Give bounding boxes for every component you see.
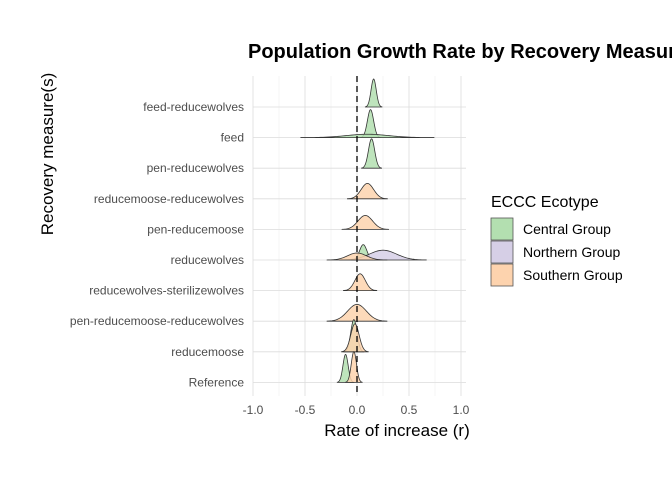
x-axis-title: Rate of increase (r) <box>324 421 470 440</box>
legend-label: Northern Group <box>523 244 620 260</box>
ridge-central-group-feed-reducewolves <box>364 78 383 108</box>
y-tick-labels: Reference reducemoose pen-reducemoose-redu… <box>70 100 244 389</box>
legend-swatch <box>490 240 514 264</box>
y-tick-label: reducewolves <box>171 253 244 267</box>
y-tick-label: reducemoose <box>171 345 244 359</box>
legend-title: ECCC Ecotype <box>491 194 599 211</box>
ridge-southern-group-pen-reducemoose <box>341 214 390 230</box>
ridge-central-group-pen-reducewolves <box>361 138 382 169</box>
ridge-central-group-feed <box>300 133 435 138</box>
legend-swatch <box>490 263 514 287</box>
y-tick-label: reducewolves-sterilizewolves <box>89 284 244 298</box>
legend-label: Central Group <box>523 221 611 237</box>
y-tick-label: pen-reducemoose-reducewolves <box>70 314 244 328</box>
x-tick-label: 1.0 <box>453 403 470 417</box>
ridge-southern-group-reducemoose-reducewolves <box>347 182 388 200</box>
ridge-southern-group-pen-reducemoose-reducewolves <box>326 303 388 322</box>
x-tick-labels: -1.0 -0.5 0.0 0.5 1.0 <box>243 403 470 417</box>
x-tick-label: -1.0 <box>243 403 264 417</box>
x-tick-label: -0.5 <box>295 403 316 417</box>
y-tick-label: pen-reducemoose <box>147 222 244 236</box>
legend: ECCC Ecotype Central Group Northern Group… <box>490 194 623 287</box>
x-tick-label: 0.5 <box>401 403 418 417</box>
ridge-central-group-feed <box>360 109 381 138</box>
y-tick-label: feed-reducewolves <box>143 100 244 114</box>
y-tick-label: reducemoose-reducewolves <box>94 192 244 206</box>
ridge-southern-group-reducewolves-sterilizewolves <box>343 273 378 291</box>
legend-label: Southern Group <box>523 267 623 283</box>
ridge-southern-group-Reference <box>345 351 363 383</box>
ridge-plots <box>300 78 435 383</box>
ridge-southern-group-reducemoose <box>341 323 369 353</box>
x-tick-label: 0.0 <box>349 403 366 417</box>
y-tick-label: pen-reducewolves <box>147 161 244 175</box>
y-tick-label: feed <box>221 131 244 145</box>
chart-title: Population Growth Rate by Recovery Measu… <box>248 41 672 63</box>
y-axis-title: Recovery measure(s) <box>38 73 57 236</box>
legend-swatch <box>490 217 514 241</box>
y-tick-label: Reference <box>189 375 245 389</box>
